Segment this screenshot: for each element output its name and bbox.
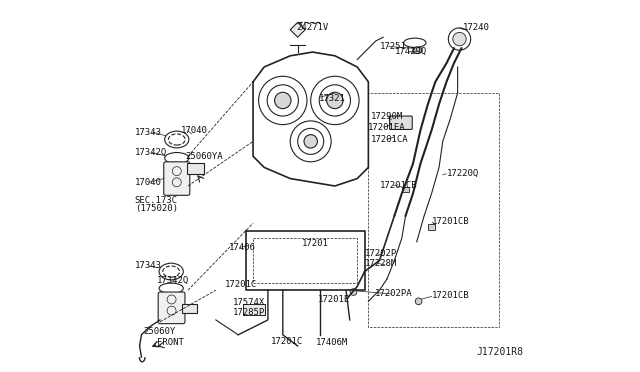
Circle shape xyxy=(275,92,291,109)
Text: 17228M: 17228M xyxy=(365,259,397,268)
Circle shape xyxy=(326,92,343,109)
FancyBboxPatch shape xyxy=(164,162,190,195)
Text: 17201EA: 17201EA xyxy=(367,123,405,132)
Text: 17201C: 17201C xyxy=(225,280,257,289)
Text: 17201CB: 17201CB xyxy=(431,291,469,300)
Text: 17201CB: 17201CB xyxy=(380,181,417,190)
Text: 17201C: 17201C xyxy=(271,337,303,346)
FancyBboxPatch shape xyxy=(243,304,265,315)
Text: 17342Q: 17342Q xyxy=(157,276,189,285)
Circle shape xyxy=(453,32,466,46)
Text: 25060Y: 25060Y xyxy=(143,327,175,336)
Text: 17201CB: 17201CB xyxy=(433,217,470,226)
FancyBboxPatch shape xyxy=(402,187,409,192)
Text: 17220Q: 17220Q xyxy=(447,169,479,177)
Text: 17201CA: 17201CA xyxy=(371,135,409,144)
Text: 17202PA: 17202PA xyxy=(375,289,413,298)
Text: 17342Q: 17342Q xyxy=(135,148,167,157)
Text: 17040: 17040 xyxy=(135,178,162,187)
FancyBboxPatch shape xyxy=(182,304,197,313)
FancyBboxPatch shape xyxy=(428,224,435,230)
Text: 17290M: 17290M xyxy=(371,112,404,121)
FancyBboxPatch shape xyxy=(158,292,185,324)
Text: 17240: 17240 xyxy=(463,23,490,32)
Text: SEC.173C: SEC.173C xyxy=(135,196,178,205)
Polygon shape xyxy=(291,22,305,37)
Text: FRONT: FRONT xyxy=(157,339,184,347)
Text: (175020): (175020) xyxy=(135,204,178,213)
Circle shape xyxy=(415,298,422,305)
Ellipse shape xyxy=(413,47,422,54)
Text: J17201R8: J17201R8 xyxy=(476,347,524,357)
FancyBboxPatch shape xyxy=(187,163,204,174)
Text: 17406: 17406 xyxy=(229,243,256,252)
Circle shape xyxy=(304,135,317,148)
Text: 17201: 17201 xyxy=(302,239,329,248)
Text: 17429Q: 17429Q xyxy=(394,46,427,55)
Text: 17202P: 17202P xyxy=(365,249,397,258)
Text: 17343: 17343 xyxy=(135,128,162,137)
FancyBboxPatch shape xyxy=(390,116,412,129)
Text: 25060YA: 25060YA xyxy=(186,152,223,161)
Text: 17251: 17251 xyxy=(380,42,406,51)
Text: 17040: 17040 xyxy=(180,126,207,135)
Text: 17201E: 17201E xyxy=(318,295,350,304)
Text: 17343: 17343 xyxy=(135,262,162,270)
Circle shape xyxy=(350,289,357,295)
Text: 17406M: 17406M xyxy=(316,339,349,347)
Text: 17321: 17321 xyxy=(319,94,346,103)
Text: 24271V: 24271V xyxy=(296,23,328,32)
Text: 17574X: 17574X xyxy=(232,298,265,307)
Text: 17285P: 17285P xyxy=(232,308,265,317)
